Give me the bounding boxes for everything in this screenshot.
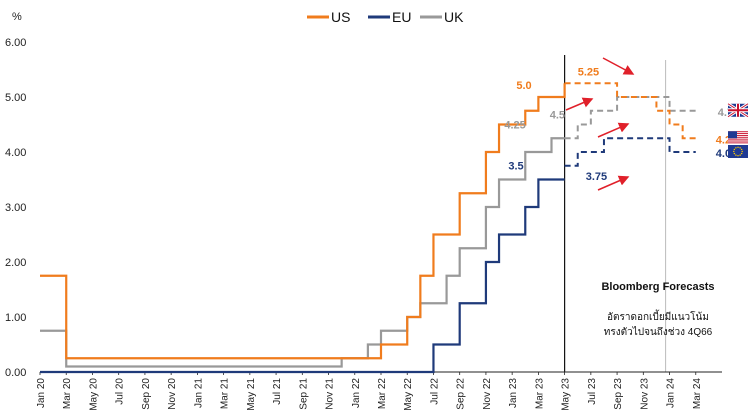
y-tick-label: 3.00 [5,202,26,214]
y-tick-label: 6.00 [5,37,26,49]
x-tick-label: Sep 23 [613,378,624,410]
forecast-note-line-2: ทรงตัวไปจนถึงช่วง 4Q66 [604,326,713,338]
x-tick-label: Jul 22 [429,378,440,405]
us-flag-icon [728,131,748,145]
x-axis: Jan 20 Mar 20 May 20 Jul 20 Sep 20 Nov 20 Jan … [36,371,722,411]
y-tick-label: 2.00 [5,257,26,269]
annotations: 5.05.254.254.53.53.754.754.254.00 [504,57,749,191]
x-tick-label: Jul 20 [115,378,126,405]
y-tick-label: 1.00 [5,312,26,324]
forecast-title: Bloomberg Forecasts [601,281,714,293]
forecast-box: Bloomberg Forecasts อัตราดอกเบี้ยมีแนวโน้… [601,281,714,338]
x-tick-label: Jul 23 [587,378,598,405]
annotation-uk: 4.5 [550,110,565,122]
x-tick-label: Mar 22 [377,378,388,410]
x-tick-label: Nov 20 [167,378,178,410]
x-tick-label: Sep 20 [141,378,152,410]
x-tick-label: Mar 21 [220,378,231,410]
plot-area [564,55,667,372]
series-us-forecast-line [564,82,696,140]
forecast-note-line-1: อัตราดอกเบี้ยมีแนวโน้ม [607,309,709,323]
x-tick-label: Nov 22 [482,378,493,410]
y-tick-label: 4.00 [5,147,26,159]
x-tick-label: Mar 23 [534,378,545,410]
y-axis-label: % [12,11,22,23]
x-tick-label: Nov 23 [639,378,650,410]
legend-label-uk: UK [444,9,464,25]
series-us-actual-line [40,83,566,360]
annotation-us: 5.25 [578,66,599,78]
trend-arrow-icon [597,175,630,191]
annotation-eu: 3.5 [508,161,523,173]
x-tick-label: Jan 24 [666,378,677,408]
y-tick-label: 0.00 [5,367,26,379]
series-eu-actual-line [40,178,565,374]
x-tick-label: Nov 21 [325,378,336,410]
series-uk-forecast-line [564,96,696,140]
legend-label-eu: EU [392,9,411,25]
legend-label-us: US [331,9,350,25]
series-eu-forecast-line [564,137,696,167]
x-tick-label: May 20 [88,378,99,411]
x-tick-label: Jul 21 [272,378,283,405]
x-tick-label: Mar 20 [62,378,73,410]
y-tick-label: 5.00 [5,92,26,104]
legend: US EU UK [307,9,464,25]
x-tick-label: May 22 [403,378,414,411]
y-axis: 0.00 1.00 2.00 3.00 4.00 5.00 6.00% [5,11,26,379]
annotation-us: 5.0 [516,80,531,92]
eu-flag-icon [728,145,748,158]
x-tick-label: Jan 20 [36,378,47,408]
x-tick-label: Sep 22 [456,378,467,410]
annotation-uk: 4.25 [504,119,525,131]
series-lines [40,82,696,374]
annotation-eu: 3.75 [586,171,607,183]
x-tick-label: Jan 21 [193,378,204,408]
trend-arrow-icon [565,97,594,111]
x-tick-label: Mar 24 [692,378,703,410]
uk-flag-icon [727,102,749,119]
x-tick-label: Jan 22 [351,378,362,408]
x-tick-label: Jan 23 [508,378,519,408]
x-tick-label: May 21 [246,378,257,411]
x-tick-label: Sep 21 [298,378,309,410]
x-tick-label: May 23 [561,378,572,411]
trend-arrow-icon [602,57,635,75]
trend-arrow-icon [597,122,630,138]
